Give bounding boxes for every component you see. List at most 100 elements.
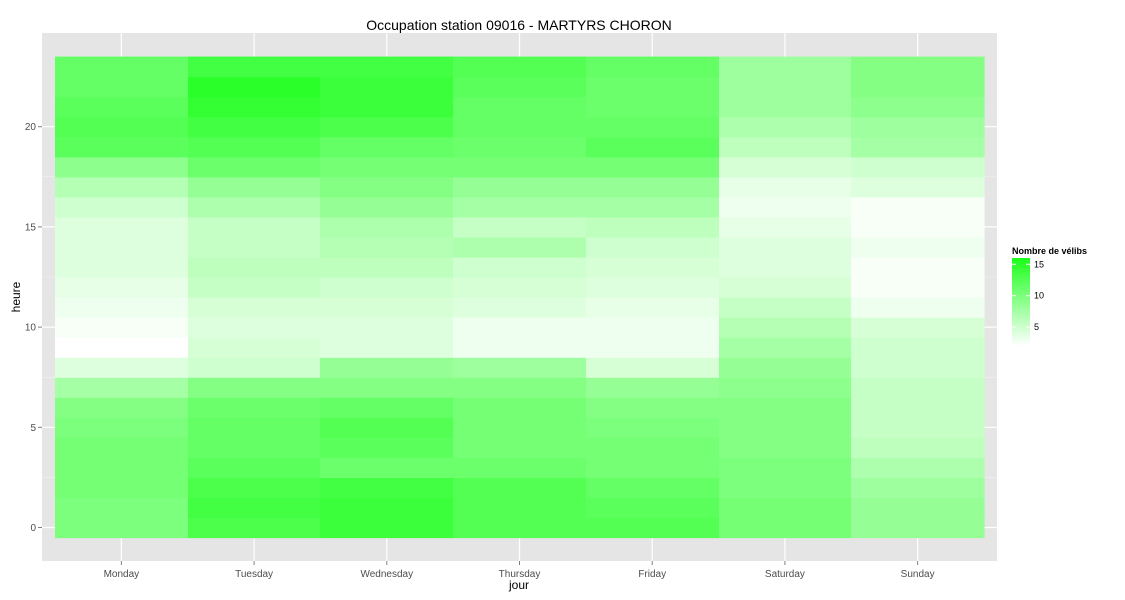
heatmap-tile: [188, 477, 321, 499]
heatmap-tile: [851, 477, 985, 499]
x-tick-label: Tuesday: [235, 569, 273, 580]
heatmap-tile: [320, 337, 454, 358]
heatmap-tile: [55, 156, 189, 178]
y-tick-label: 5: [30, 423, 36, 434]
heatmap-tile: [55, 96, 189, 118]
heatmap-tile: [586, 477, 720, 499]
heatmap-tile: [851, 56, 985, 78]
chart-title: Occupation station 09016 - MARTYRS CHORO…: [366, 17, 672, 33]
heatmap-tiles: [55, 56, 985, 539]
heatmap-tile: [320, 236, 454, 258]
heatmap-tile: [719, 96, 852, 118]
heatmap-tile: [719, 277, 852, 298]
heatmap-tile: [55, 517, 189, 539]
x-tick-label: Thursday: [499, 569, 541, 580]
x-tick-label: Sunday: [901, 569, 935, 580]
heatmap-tile: [586, 397, 720, 418]
heatmap-tile: [453, 76, 587, 98]
heatmap-tile: [586, 497, 720, 519]
heatmap-tile: [586, 156, 720, 178]
heatmap-tile: [586, 417, 720, 438]
heatmap-tile: [453, 196, 587, 218]
heatmap-tile: [55, 357, 189, 378]
heatmap-tile: [188, 317, 321, 338]
heatmap-tile: [55, 377, 189, 398]
heatmap-tile: [55, 317, 189, 338]
y-tick-label: 20: [25, 122, 37, 133]
heatmap-tile: [188, 236, 321, 258]
heatmap-tile: [55, 397, 189, 418]
heatmap-tile: [320, 196, 454, 218]
y-tick-label: 10: [25, 323, 37, 334]
heatmap-tile: [586, 357, 720, 378]
heatmap-tile: [719, 196, 852, 218]
heatmap-tile: [453, 56, 587, 78]
x-tick-label: Wednesday: [360, 569, 413, 580]
heatmap-tile: [55, 437, 189, 458]
heatmap-tile: [188, 297, 321, 318]
heatmap-tile: [719, 116, 852, 138]
heatmap-tile: [851, 196, 985, 218]
heatmap-tile: [320, 297, 454, 318]
heatmap-tile: [586, 277, 720, 298]
heatmap-tile: [55, 417, 189, 438]
heatmap-tile: [188, 517, 321, 539]
heatmap-tile: [320, 256, 454, 278]
heatmap-tile: [851, 116, 985, 138]
heatmap-tile: [586, 76, 720, 98]
heatmap-tile: [188, 277, 321, 298]
heatmap-tile: [586, 337, 720, 358]
heatmap-tile: [851, 277, 985, 298]
heatmap-tile: [453, 437, 587, 458]
heatmap-tile: [851, 176, 985, 198]
heatmap-tile: [719, 317, 852, 338]
heatmap-tile: [453, 497, 587, 519]
heatmap-tile: [188, 357, 321, 378]
heatmap-tile: [719, 477, 852, 499]
heatmap-tile: [719, 337, 852, 358]
heatmap-tile: [188, 56, 321, 78]
heatmap-tile: [55, 76, 189, 98]
heatmap-tile: [586, 437, 720, 458]
y-tick-label: 15: [25, 222, 37, 233]
heatmap-tile: [453, 116, 587, 138]
y-axis-title: heure: [9, 281, 23, 312]
heatmap-tile: [719, 56, 852, 78]
heatmap-tile: [851, 397, 985, 418]
heatmap-tile: [453, 96, 587, 118]
x-tick-label: Monday: [104, 569, 140, 580]
heatmap-tile: [586, 377, 720, 398]
heatmap-tile: [586, 457, 720, 478]
heatmap-tile: [320, 277, 454, 298]
heatmap-tile: [719, 176, 852, 198]
heatmap-tile: [453, 216, 587, 238]
heatmap-tile: [586, 96, 720, 118]
heatmap-tile: [851, 357, 985, 378]
heatmap-tile: [320, 317, 454, 338]
heatmap-tile: [320, 437, 454, 458]
heatmap-tile: [320, 216, 454, 238]
x-axis: Monday Tuesday Wednesday Thursday Friday Satu…: [104, 561, 935, 580]
heatmap-tile: [453, 517, 587, 539]
heatmap-tile: [586, 297, 720, 318]
heatmap-tile: [719, 136, 852, 158]
heatmap-tile: [320, 156, 454, 178]
heatmap-tile: [55, 277, 189, 298]
heatmap-tile: [586, 517, 720, 539]
heatmap-tile: [719, 457, 852, 478]
heatmap-tile: [586, 116, 720, 138]
heatmap-tile: [453, 457, 587, 478]
heatmap-tile: [851, 76, 985, 98]
heatmap-tile: [719, 357, 852, 378]
heatmap-tile: [55, 236, 189, 258]
heatmap-tile: [55, 116, 189, 138]
heatmap-tile: [586, 216, 720, 238]
heatmap-tile: [320, 417, 454, 438]
heatmap-tile: [55, 196, 189, 218]
heatmap-tile: [719, 156, 852, 178]
heatmap-tile: [851, 317, 985, 338]
heatmap-tile: [188, 116, 321, 138]
heatmap-tile: [320, 176, 454, 198]
heatmap-tile: [586, 196, 720, 218]
heatmap-tile: [851, 497, 985, 519]
